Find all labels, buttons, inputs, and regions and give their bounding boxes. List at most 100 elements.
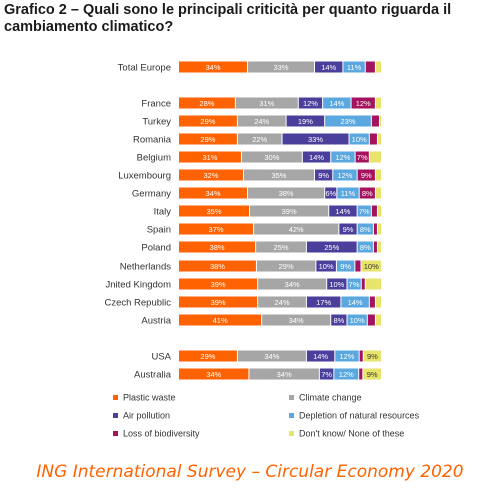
data-label-air-pollution-france: 12%: [303, 99, 318, 108]
bar-segment-air-pollution-czech-republic: [306, 296, 341, 308]
chart-title: Grafico 2 – Quali sono le principali cri…: [4, 2, 452, 35]
data-label-air-pollution-australia: 7%: [321, 370, 332, 379]
category-label-netherlands: Netherlands: [120, 262, 171, 273]
data-label-climate-change-spain: 42%: [289, 225, 304, 234]
bar-segment-plastic-waste-australia: [179, 368, 249, 380]
bar-segment-climate-change-poland: [256, 241, 306, 253]
data-label-air-pollution-czech-republic: 17%: [316, 298, 331, 307]
legend-label-plastic-waste: Plastic waste: [123, 393, 176, 403]
bar-segment-depletion-of-natural-resources-poland: [357, 241, 373, 253]
bar-segment-loss-of-biodiversity-italy: [371, 205, 377, 217]
bar-segment-don-t-know-none-of-these-netherlands: [361, 260, 381, 272]
legend-swatch-climate-change: [289, 395, 294, 400]
data-label-air-pollution-spain: 9%: [343, 225, 354, 234]
category-label-spain: Spain: [147, 225, 171, 236]
bar-segment-plastic-waste-spain: [179, 223, 254, 235]
bar-segment-don-t-know-none-of-these-belgium: [369, 151, 381, 163]
bar-segment-air-pollution-total-europe: [315, 61, 343, 73]
bar-segment-climate-change-austria: [262, 314, 331, 326]
bar-segment-loss-of-biodiversity-spain: [373, 223, 377, 235]
bar-segment-climate-change-italy: [250, 205, 329, 217]
data-label-plastic-waste-australia: 34%: [206, 370, 221, 379]
data-label-loss-of-biodiversity-france: 12%: [356, 99, 371, 108]
data-label-plastic-waste-romania: 29%: [200, 135, 215, 144]
bar-segment-air-pollution-jnited-kingdom: [327, 278, 347, 290]
bar-segment-plastic-waste-czech-republic: [179, 296, 258, 308]
bar-segment-air-pollution-italy: [329, 205, 357, 217]
category-label-germany: Germany: [132, 189, 171, 200]
bar-segment-air-pollution-netherlands: [316, 260, 336, 272]
data-label-depletion-of-natural-resources-turkey: 23%: [340, 117, 355, 126]
data-label-air-pollution-poland: 25%: [324, 243, 339, 252]
bar-segment-plastic-waste-netherlands: [179, 260, 256, 272]
bar-segment-plastic-waste-luxembourg: [179, 169, 243, 181]
data-label-depletion-of-natural-resources-italy: 7%: [359, 207, 370, 216]
data-label-don-t-know-none-of-these-usa: 9%: [367, 352, 378, 361]
bar-segment-depletion-of-natural-resources-romania: [349, 133, 369, 145]
data-label-climate-change-luxembourg: 35%: [271, 171, 286, 180]
data-label-depletion-of-natural-resources-total-europe: 11%: [347, 63, 362, 72]
bar-segment-climate-change-spain: [254, 223, 339, 235]
data-label-don-t-know-none-of-these-australia: 9%: [367, 370, 378, 379]
bar-segment-loss-of-biodiversity-jnited-kingdom: [361, 278, 365, 290]
bar-segment-don-t-know-none-of-these-luxembourg: [375, 169, 381, 181]
bar-segment-don-t-know-none-of-these-germany: [375, 187, 381, 199]
bar-segment-don-t-know-none-of-these-romania: [377, 133, 381, 145]
bar-segment-don-t-know-none-of-these-australia: [363, 368, 381, 380]
legend-label-don-t-know-none-of-these: Don't know/ None of these: [299, 429, 404, 439]
bar-segment-don-t-know-none-of-these-turkey: [379, 115, 381, 127]
bar-segment-depletion-of-natural-resources-total-europe: [343, 61, 365, 73]
bar-segment-loss-of-biodiversity-usa: [359, 350, 363, 362]
bar-segment-loss-of-biodiversity-netherlands: [355, 260, 361, 272]
category-label-czech-republic: Czech Republic: [104, 298, 171, 309]
bar-segment-air-pollution-australia: [319, 368, 334, 380]
bar-segment-climate-change-romania: [237, 133, 282, 145]
bar-segment-loss-of-biodiversity-luxembourg: [357, 169, 375, 181]
bar-segment-climate-change-france: [235, 97, 298, 109]
data-label-depletion-of-natural-resources-jnited-kingdom: 7%: [349, 280, 360, 289]
data-label-plastic-waste-spain: 37%: [209, 225, 224, 234]
bar-segment-depletion-of-natural-resources-australia: [334, 368, 359, 380]
data-label-plastic-waste-austria: 41%: [213, 316, 228, 325]
bar-segment-depletion-of-natural-resources-czech-republic: [341, 296, 369, 308]
data-label-air-pollution-austria: 8%: [333, 316, 344, 325]
data-label-depletion-of-natural-resources-france: 14%: [329, 99, 344, 108]
data-label-plastic-waste-turkey: 29%: [200, 117, 215, 126]
bar-segment-plastic-waste-turkey: [179, 115, 237, 127]
data-label-climate-change-belgium: 30%: [264, 153, 279, 162]
bar-segment-air-pollution-belgium: [302, 151, 331, 163]
bar-segment-depletion-of-natural-resources-france: [323, 97, 351, 109]
bar-segment-don-t-know-none-of-these-france: [375, 97, 381, 109]
data-label-air-pollution-germany: 6%: [325, 189, 336, 198]
data-label-depletion-of-natural-resources-poland: 8%: [360, 243, 371, 252]
data-label-climate-change-italy: 39%: [282, 207, 297, 216]
data-label-climate-change-france: 31%: [259, 99, 274, 108]
bar-segment-don-t-know-none-of-these-poland: [377, 241, 381, 253]
bar-segment-loss-of-biodiversity-czech-republic: [369, 296, 375, 308]
legend-label-air-pollution: Air pollution: [123, 411, 170, 421]
bar-segment-loss-of-biodiversity-total-europe: [365, 61, 375, 73]
bar-segment-loss-of-biodiversity-belgium: [355, 151, 369, 163]
data-label-climate-change-germany: 38%: [279, 189, 294, 198]
bar-segment-air-pollution-poland: [306, 241, 357, 253]
category-label-jnited-kingdom: Jnited Kingdom: [106, 280, 172, 291]
data-label-air-pollution-luxembourg: 9%: [318, 171, 329, 180]
bar-segment-depletion-of-natural-resources-usa: [335, 350, 359, 362]
data-label-plastic-waste-germany: 34%: [206, 189, 221, 198]
data-label-plastic-waste-netherlands: 38%: [210, 262, 225, 271]
data-label-plastic-waste-italy: 35%: [207, 207, 222, 216]
data-label-air-pollution-turkey: 19%: [298, 117, 313, 126]
data-label-air-pollution-total-europe: 14%: [321, 63, 336, 72]
category-label-italy: Italy: [154, 207, 172, 218]
data-label-depletion-of-natural-resources-luxembourg: 12%: [337, 171, 352, 180]
data-label-depletion-of-natural-resources-czech-republic: 14%: [348, 298, 363, 307]
data-label-climate-change-total-europe: 33%: [274, 63, 289, 72]
bar-segment-air-pollution-usa: [306, 350, 335, 362]
bar-segment-air-pollution-romania: [282, 133, 349, 145]
data-label-loss-of-biodiversity-belgium: 7%: [357, 153, 368, 162]
data-label-air-pollution-romania: 33%: [308, 135, 323, 144]
data-label-depletion-of-natural-resources-netherlands: 9%: [340, 262, 351, 271]
data-label-climate-change-poland: 25%: [274, 243, 289, 252]
bar-segment-air-pollution-spain: [339, 223, 357, 235]
data-label-plastic-waste-france: 28%: [199, 99, 214, 108]
